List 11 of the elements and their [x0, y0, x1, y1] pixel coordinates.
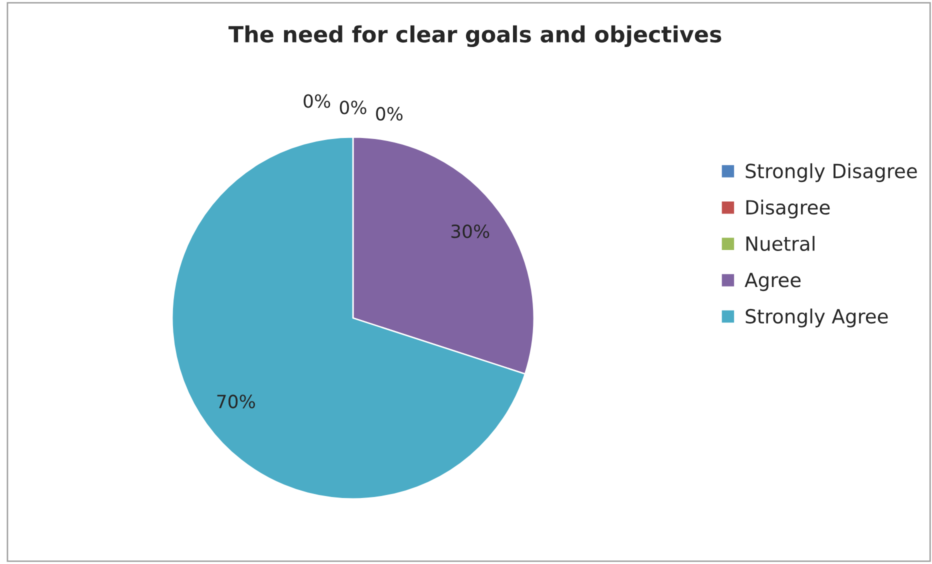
legend-label: Strongly Agree	[746, 308, 888, 328]
text: 0%	[376, 106, 403, 121]
data-label: 70%	[217, 394, 255, 408]
legend-label: Nuetral	[746, 236, 814, 251]
legend-label: Disagree	[746, 200, 830, 218]
chart-title: The need for clear goals and objectives	[228, 25, 722, 48]
text: 0%	[340, 100, 366, 114]
legend-label: Agree	[744, 272, 801, 292]
legend-label: Strongly Disagree	[746, 163, 917, 182]
data-label: 30%	[451, 224, 490, 238]
text: 0%	[304, 94, 330, 108]
